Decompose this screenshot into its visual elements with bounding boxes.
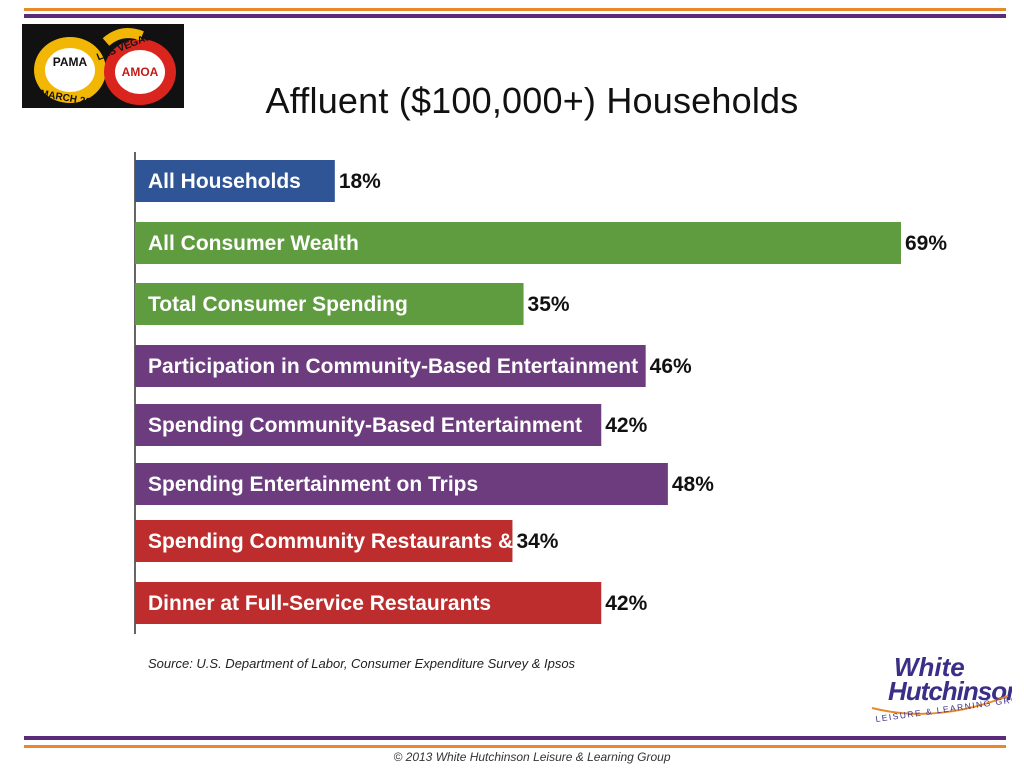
bar-value-label: 69%: [905, 232, 947, 255]
bar: [135, 345, 646, 387]
bar-category-label: Dinner at Full-Service Restaurants: [148, 592, 491, 615]
bar: [135, 160, 335, 202]
logo-pama-text: PAMA: [53, 55, 88, 69]
bar-category-label: Spending Community Restaurants & Bars: [148, 530, 566, 553]
chart-title: Affluent ($100,000+) Households: [265, 80, 799, 121]
bar-category-label: Total Consumer Spending: [148, 293, 408, 316]
bar-value-label: 42%: [605, 414, 647, 437]
white-hutchinson-logo: White Hutchinson LEISURE & LEARNING GROU…: [866, 650, 1012, 730]
top-orange-rule: [24, 8, 1006, 11]
bar-value-label: 48%: [672, 473, 714, 496]
bar: [135, 283, 524, 325]
source-note: Source: U.S. Department of Labor, Consum…: [148, 656, 576, 671]
bar-value-label: 18%: [339, 170, 381, 193]
bar: [135, 222, 901, 264]
bar: [135, 582, 602, 624]
bar-category-label: Spending Community-Based Entertainment: [148, 414, 582, 437]
bar: [135, 404, 602, 446]
bar-value-label: 35%: [528, 293, 570, 316]
bottom-orange-rule: [24, 745, 1006, 748]
copyright: © 2013 White Hutchinson Leisure & Learni…: [393, 750, 671, 764]
bar-value-label: 34%: [516, 530, 558, 553]
bar-category-label: Spending Entertainment on Trips: [148, 473, 478, 496]
pama-amoa-logo: PAMA AMOA LAS VEGAS, NV MARCH 20-22: [22, 24, 184, 108]
bar-category-label: All Consumer Wealth: [148, 232, 359, 255]
brand-line1: White: [894, 652, 965, 682]
bar: [135, 520, 513, 562]
bar-category-label: Participation in Community-Based Enterta…: [148, 355, 638, 378]
logo-amoa-text: AMOA: [122, 65, 159, 79]
bar-category-label: All Households: [148, 170, 301, 193]
bar-value-label: 46%: [650, 355, 692, 378]
bar: [135, 463, 668, 505]
bottom-purple-rule: [24, 736, 1006, 740]
bar-value-label: 42%: [605, 592, 647, 615]
top-purple-rule: [24, 14, 1006, 18]
brand-swoosh: [871, 695, 1009, 715]
